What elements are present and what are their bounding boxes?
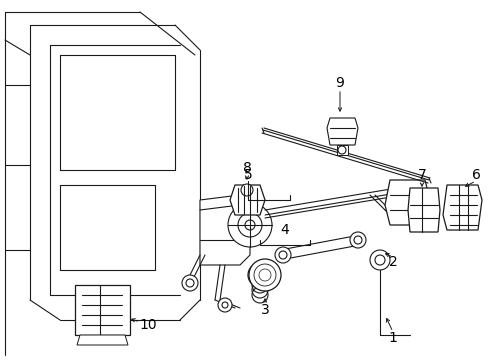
Circle shape xyxy=(241,184,252,196)
Text: 4: 4 xyxy=(280,223,289,237)
Polygon shape xyxy=(77,335,128,345)
Circle shape xyxy=(349,232,365,248)
Text: 3: 3 xyxy=(260,303,269,317)
Text: 2: 2 xyxy=(388,255,397,269)
Circle shape xyxy=(218,298,231,312)
Circle shape xyxy=(248,259,281,291)
Polygon shape xyxy=(442,185,481,230)
Text: 6: 6 xyxy=(470,168,479,182)
Circle shape xyxy=(274,247,290,263)
Polygon shape xyxy=(384,180,429,225)
Text: 9: 9 xyxy=(335,76,344,90)
Circle shape xyxy=(247,263,271,287)
Circle shape xyxy=(182,275,198,291)
Polygon shape xyxy=(229,185,264,215)
Polygon shape xyxy=(407,188,439,232)
Polygon shape xyxy=(326,118,357,145)
Text: 8: 8 xyxy=(242,161,251,175)
Polygon shape xyxy=(200,195,249,265)
Text: 5: 5 xyxy=(243,168,252,182)
Text: 1: 1 xyxy=(388,331,397,345)
Text: 10: 10 xyxy=(139,318,157,332)
Polygon shape xyxy=(75,285,130,335)
Text: 7: 7 xyxy=(417,168,426,182)
Circle shape xyxy=(227,203,271,247)
Circle shape xyxy=(369,250,389,270)
Polygon shape xyxy=(336,145,347,155)
